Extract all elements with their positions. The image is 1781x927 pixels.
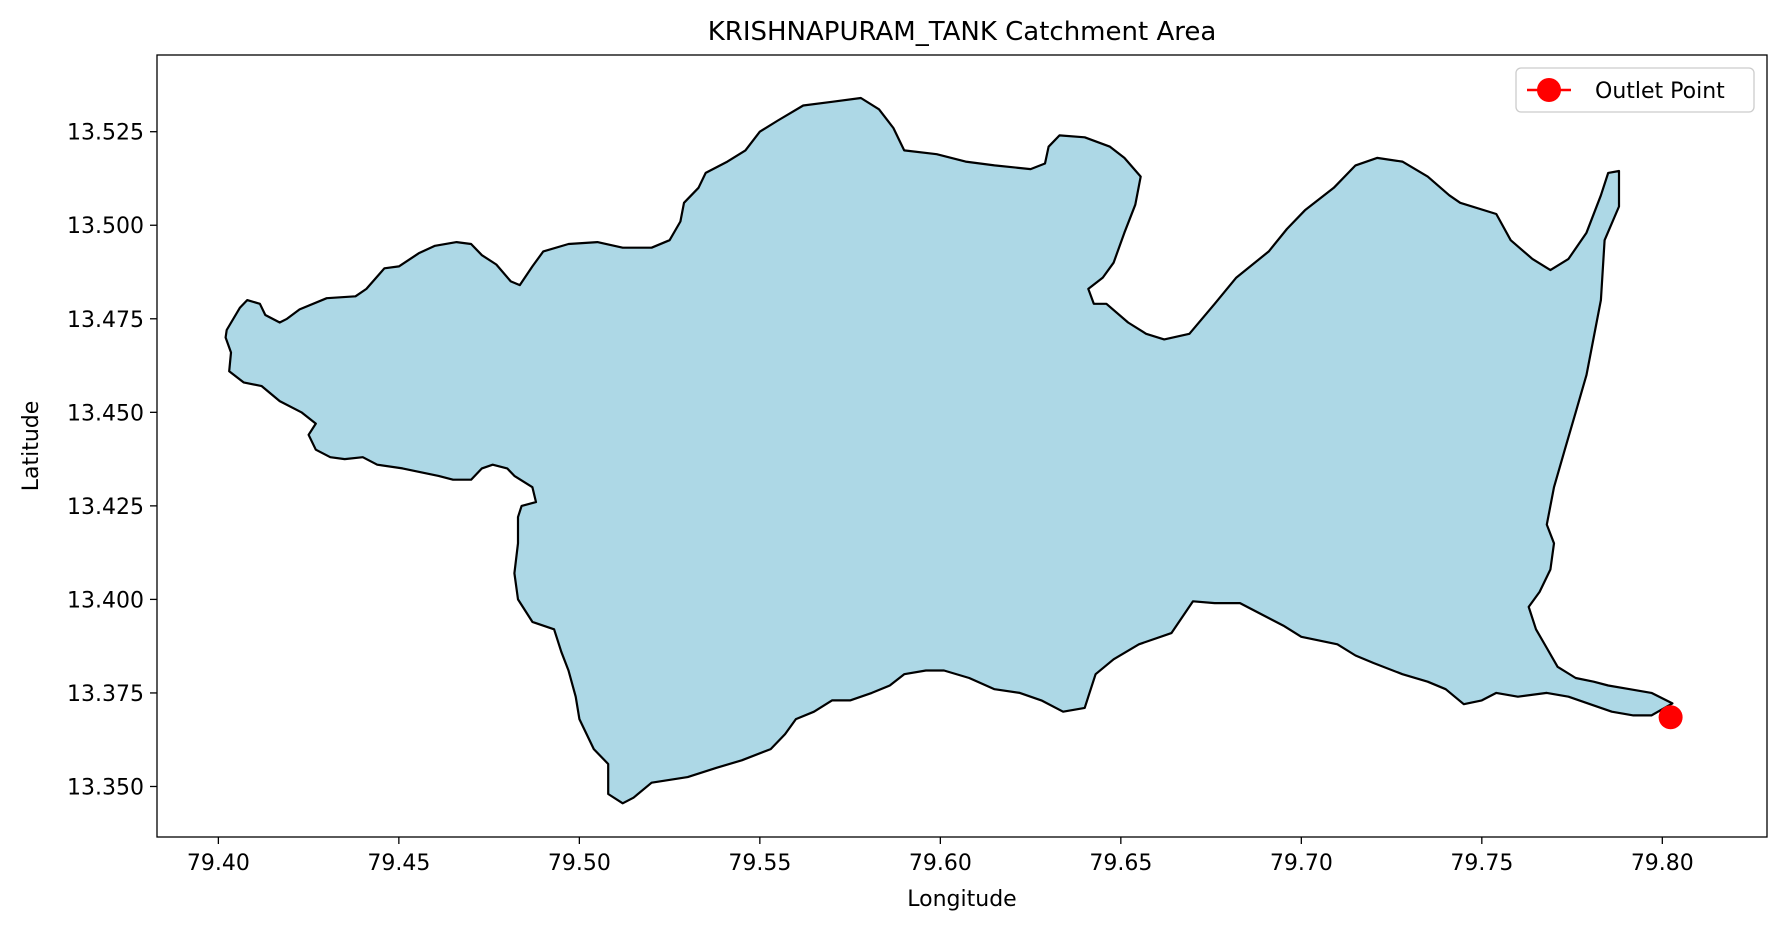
- x-tick-label: 79.70: [1270, 851, 1333, 876]
- y-tick-label: 13.350: [67, 775, 144, 800]
- x-tick-label: 79.55: [728, 851, 791, 876]
- y-tick-label: 13.400: [67, 588, 144, 613]
- x-axis-ticks: 79.40 79.45 79.50 79.55 79.60 79.65 79.70 79.75…: [187, 837, 1694, 876]
- legend-label: Outlet Point: [1595, 79, 1725, 104]
- plot-area: [156, 54, 1768, 838]
- y-tick-label: 13.375: [67, 682, 144, 707]
- y-tick-label: 13.425: [67, 495, 144, 520]
- y-tick-label: 13.525: [67, 121, 144, 146]
- y-axis-label: Latitude: [19, 401, 44, 492]
- y-tick-label: 13.475: [67, 308, 144, 333]
- x-tick-label: 79.40: [187, 851, 250, 876]
- legend: Outlet Point: [1515, 67, 1755, 113]
- axes-frame: [156, 54, 1768, 838]
- x-tick-label: 79.65: [1089, 851, 1152, 876]
- y-tick-label: 13.500: [67, 214, 144, 239]
- y-tick-label: 13.450: [67, 401, 144, 426]
- x-tick-label: 79.50: [548, 851, 611, 876]
- x-tick-label: 79.75: [1450, 851, 1513, 876]
- x-tick-label: 79.80: [1631, 851, 1694, 876]
- legend-box: [1515, 67, 1755, 113]
- catchment-polygon[interactable]: [224, 96, 1674, 805]
- x-tick-label: 79.45: [367, 851, 430, 876]
- y-axis-ticks: 13.350 13.375 13.400 13.425 13.450 13.475 13.5…: [67, 121, 157, 800]
- x-axis-label: Longitude: [907, 887, 1016, 912]
- chart-title: KRISHNAPURAM_TANK Catchment Area: [708, 17, 1217, 47]
- outlet-point-marker[interactable]: [1658, 705, 1683, 730]
- x-tick-label: 79.60: [909, 851, 972, 876]
- outlet-layer: [1658, 705, 1683, 730]
- legend-marker-icon: [1537, 78, 1561, 102]
